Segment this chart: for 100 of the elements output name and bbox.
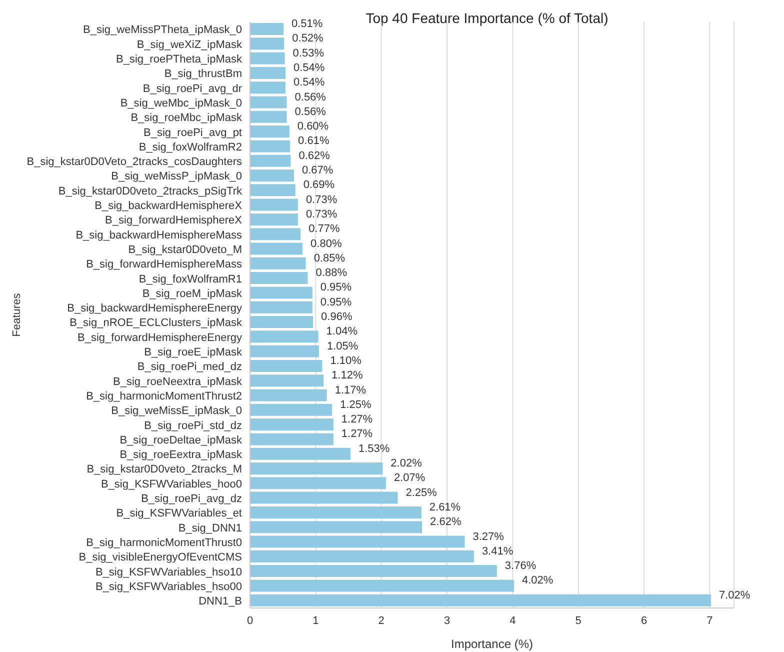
data-label: 0.73% [306, 208, 338, 220]
bar [250, 418, 334, 431]
data-label: 0.67% [302, 164, 334, 176]
y-tick-label: B_sig_weXiZ_ipMask [136, 38, 242, 51]
y-tick-label: B_sig_backwardHemisphereX [94, 200, 243, 212]
bar [250, 360, 322, 372]
bar [250, 140, 290, 152]
bar [250, 170, 294, 182]
y-tick-label: B_sig_kstar0D0veto_2tracks_M [86, 464, 242, 476]
data-label: 0.54% [293, 76, 325, 89]
y-tick-label: B_sig_weMissP_ipMask_0 [111, 170, 242, 183]
x-tick-label: 3 [444, 614, 450, 627]
data-label: 7.02% [719, 589, 750, 602]
bar [250, 301, 312, 314]
data-label: 0.56% [294, 106, 326, 118]
y-tick-label: B_sig_DNN1 [178, 522, 242, 534]
data-label: 4.02% [522, 574, 554, 587]
data-label: 0.88% [316, 267, 348, 280]
data-label: 0.96% [321, 311, 352, 323]
data-label: 0.54% [293, 62, 325, 74]
data-label: 0.60% [297, 120, 329, 133]
data-label: 2.02% [390, 458, 422, 470]
bar [250, 82, 286, 94]
y-tick-label: B_sig_KSFWVariables_hso00 [95, 580, 242, 593]
bar [250, 213, 298, 226]
x-tick-label: 0 [246, 614, 254, 627]
y-tick-label: B_sig_roePi_avg_dz [141, 493, 242, 506]
y-tick-label: B_sig_roeE_ipMask [144, 346, 242, 359]
y-tick-label: B_sig_nROE_ECLClusters_ipMask [70, 317, 242, 330]
bar [250, 389, 327, 402]
data-label: 2.25% [406, 486, 438, 499]
y-tick-label: B_sig_visibleEnergyOfEventCMS [78, 552, 242, 564]
y-tick-label: B_sig_roeMbc_ipMask [130, 112, 242, 124]
data-label: 3.41% [482, 545, 514, 558]
data-label: 2.07% [394, 472, 426, 484]
bar [250, 198, 298, 211]
y-tick-label: B_sig_foxWolframR1 [138, 273, 242, 286]
bar [250, 272, 308, 284]
bar [250, 404, 332, 416]
bar [250, 110, 287, 123]
data-label: 1.25% [340, 398, 372, 411]
bar [250, 550, 474, 562]
bar [250, 286, 312, 299]
y-tick-label: B_sig_roeM_ipMask [142, 288, 242, 300]
data-label: 0.85% [314, 252, 346, 264]
y-tick-label: B_sig_weMbc_ipMask_0 [120, 97, 242, 110]
x-tick-label: 5 [575, 614, 582, 627]
y-tick-label: B_sig_kstar0D0Veto_2tracks_cosDaughters [26, 156, 242, 168]
bar [250, 23, 284, 35]
data-label: 0.56% [294, 91, 326, 104]
bar [250, 594, 712, 606]
bar [250, 257, 306, 270]
bar [250, 506, 422, 518]
data-label: 0.53% [292, 47, 324, 60]
data-label: 1.53% [358, 442, 390, 455]
data-label: 3.27% [472, 530, 504, 543]
y-tick-label: B_sig_roeEextra_ipMask [120, 449, 242, 462]
y-tick-label: B_sig_roeDeltae_ipMask [120, 434, 242, 446]
y-tick-label: B_sig_harmonicMomentThrust2 [86, 390, 242, 402]
data-label: 0.77% [308, 223, 340, 236]
y-tick-label: B_sig_foxWolframR2 [138, 141, 242, 154]
data-label: 0.95% [320, 282, 352, 294]
x-tick-label: 2 [378, 614, 384, 627]
bar [250, 154, 291, 167]
data-label: 0.51% [291, 18, 323, 30]
bar [250, 228, 301, 240]
bar [250, 316, 314, 328]
y-tick-label: B_sig_weMissPTheta_ipMask_0 [83, 24, 242, 36]
data-label: 0.52% [292, 32, 324, 45]
y-tick-label: B_sig_KSFWVariables_hoo0 [100, 478, 242, 490]
y-tick-label: B_sig_roePi_avg_pt [144, 126, 242, 139]
y-tick-label: B_sig_roeNeextra_ipMask [112, 376, 242, 388]
data-label: 0.61% [298, 135, 330, 148]
bar [250, 66, 286, 79]
y-tick-label: DNN1_B [198, 596, 242, 608]
y-axis-title: Features [10, 292, 23, 337]
bar [250, 536, 465, 548]
bar [250, 126, 290, 138]
data-label: 2.62% [430, 516, 462, 528]
data-label: 1.27% [341, 414, 373, 426]
x-tick-label: 4 [510, 614, 516, 627]
y-tick-label: B_sig_harmonicMomentThrust0 [86, 536, 242, 549]
y-tick-label: B_sig_backwardHemisphereMass [76, 229, 242, 242]
y-tick-label: B_sig_backwardHemisphereEnergy [67, 302, 242, 315]
data-label: 1.27% [341, 428, 373, 440]
bar [250, 492, 398, 504]
data-label: 3.76% [504, 560, 536, 572]
y-tick-label: B_sig_KSFWVariables_et [116, 508, 242, 520]
y-tick-label: B_sig_kstar0D0veto_2tracks_pSigTrk [58, 185, 242, 198]
y-tick-label: B_sig_kstar0D0veto_M [128, 244, 242, 256]
x-tick-label: 7 [706, 614, 713, 627]
bar [250, 345, 319, 358]
data-label: 0.80% [310, 238, 342, 250]
bar [250, 374, 324, 387]
x-tick-label: 1 [312, 614, 319, 627]
bar [250, 242, 303, 255]
x-axis-title: Importance (%) [450, 637, 534, 651]
chart-title: Top 40 Feature Importance (% of Total) [366, 10, 608, 26]
y-tick-label: B_sig_thrustBm [164, 68, 242, 80]
bar [250, 96, 287, 108]
